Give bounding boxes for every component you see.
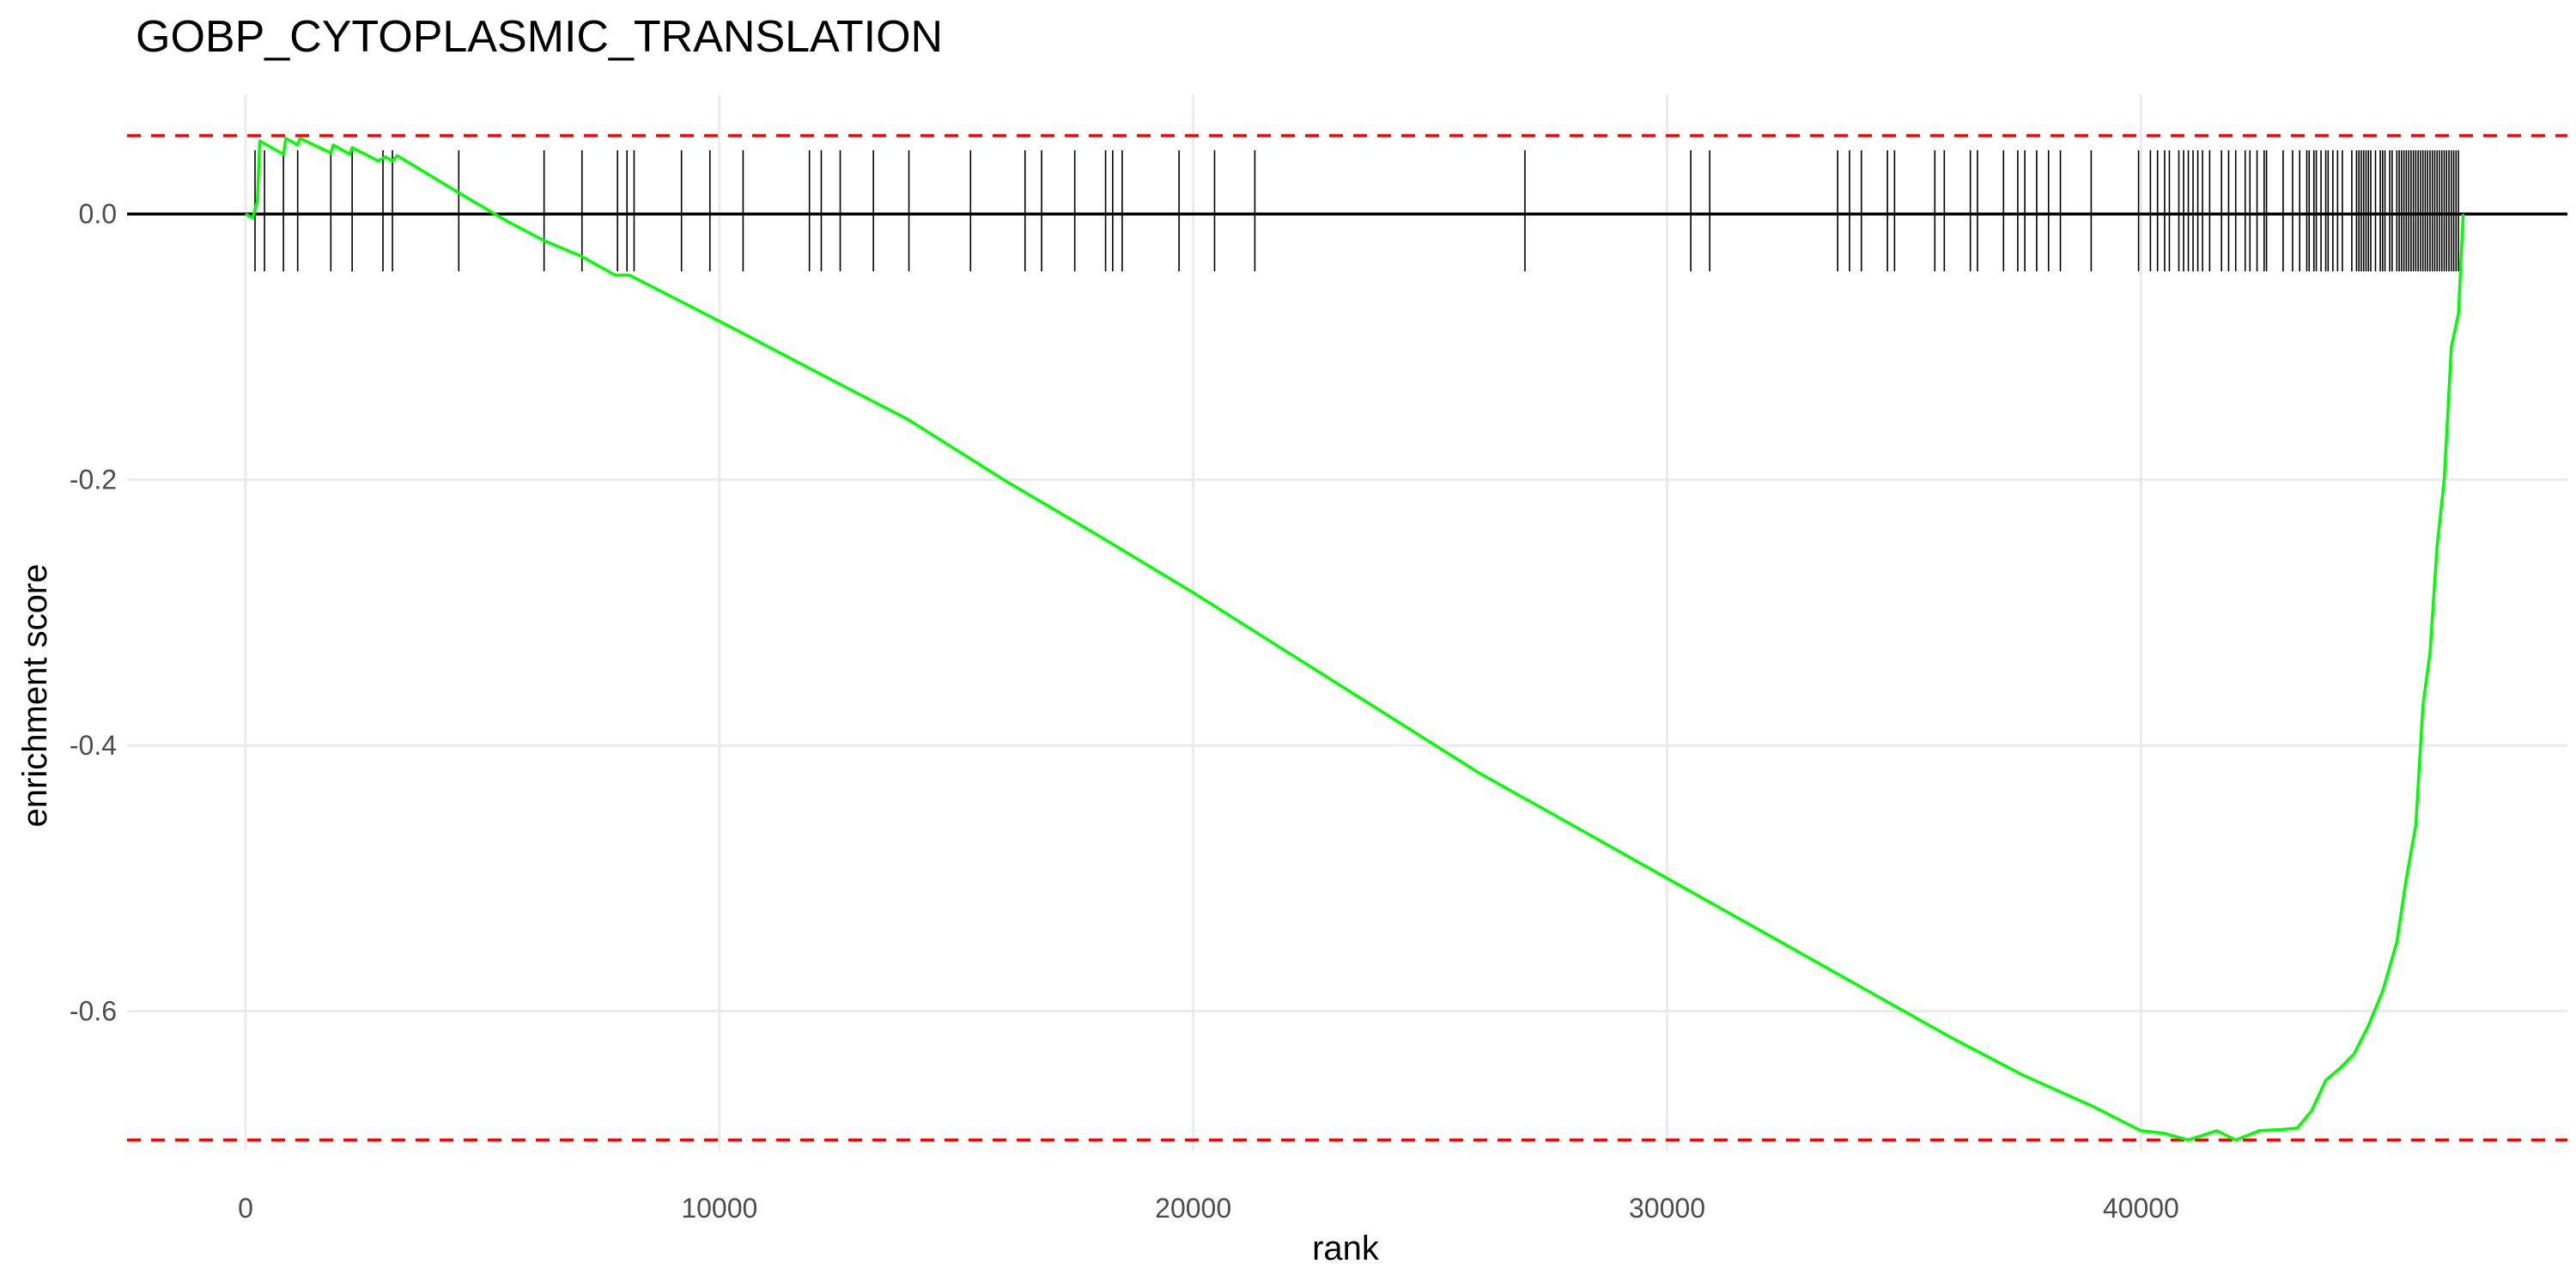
x-axis-label: rank <box>1312 1230 1380 1267</box>
x-tick-label: 0 <box>238 1193 253 1224</box>
y-tick-label: -0.2 <box>70 465 117 495</box>
y-tick-label: 0.0 <box>79 198 117 229</box>
gene-hit-marks <box>254 150 2459 271</box>
grid-lines <box>127 94 2567 1151</box>
x-tick-label: 40000 <box>2103 1193 2179 1224</box>
chart-title: GOBP_CYTOPLASMIC_TRANSLATION <box>136 12 943 62</box>
x-tick-label: 10000 <box>681 1193 757 1224</box>
y-tick-label: -0.6 <box>70 996 117 1027</box>
x-tick-labels: 0 10000 20000 30000 40000 <box>238 1193 2179 1224</box>
x-tick-label: 30000 <box>1629 1193 1705 1224</box>
enrichment-curve <box>245 137 2465 1142</box>
enrichment-curve-group <box>245 137 2465 1142</box>
x-tick-label: 20000 <box>1155 1193 1231 1224</box>
threshold-lines <box>127 134 2567 1142</box>
y-tick-labels: 0.0 -0.2 -0.4 -0.6 <box>70 198 117 1026</box>
y-axis-label: enrichment score <box>16 564 54 828</box>
y-tick-label: -0.4 <box>70 730 117 761</box>
